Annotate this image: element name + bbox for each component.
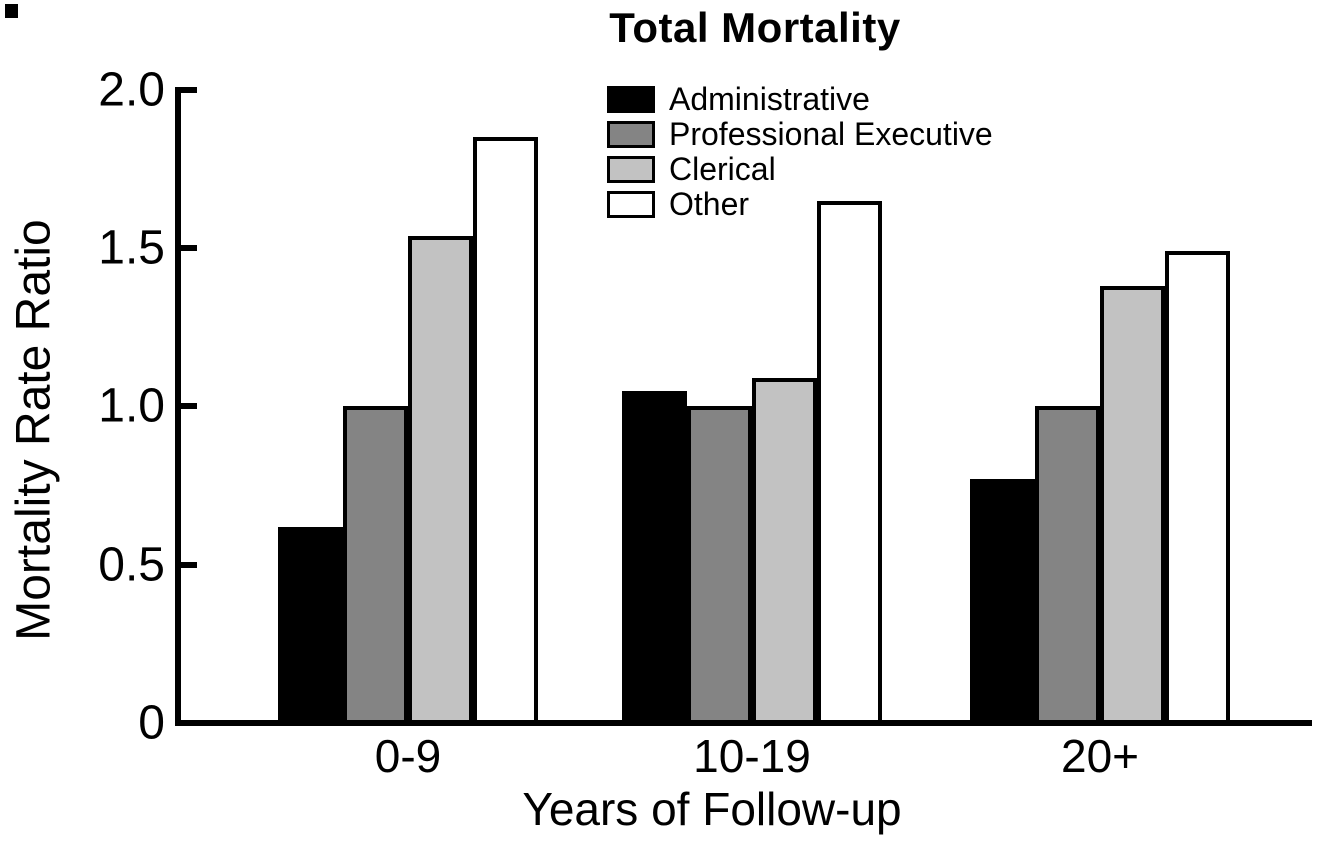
x-axis-line: [175, 720, 1312, 726]
legend-swatch-other: [607, 190, 655, 218]
bar-other-20+: [1165, 251, 1230, 724]
legend-swatch-professional-executive: [607, 120, 655, 148]
y-tick-label: 1.0: [98, 379, 165, 433]
bar-other-10-19: [817, 201, 882, 724]
legend-item: Professional Executive: [607, 115, 993, 152]
bar-clerical-0-9: [408, 236, 473, 724]
legend-item: Clerical: [607, 150, 776, 187]
legend-label: Other: [669, 185, 750, 222]
legend-swatch-administrative: [607, 85, 655, 113]
y-tick-mark: [181, 403, 197, 409]
bar-clerical-20+: [1100, 286, 1165, 724]
y-tick-mark: [181, 562, 197, 568]
x-tick-label-0-9: 0-9: [374, 730, 442, 782]
bar-other-0-9: [473, 137, 538, 724]
y-tick-label: 0.5: [98, 538, 165, 592]
legend-item: Administrative: [607, 80, 870, 117]
y-tick-label: 0: [138, 696, 165, 750]
y-tick-mark: [181, 87, 197, 93]
legend-label: Administrative: [669, 80, 870, 117]
chart-title: Total Mortality: [609, 4, 901, 51]
bar-professional-executive-10-19: [687, 406, 752, 724]
corner-scan-artifact: [5, 4, 18, 18]
legend-item: Other: [607, 185, 750, 222]
x-tick-label-10-19: 10-19: [693, 730, 811, 782]
bar-administrative-10-19: [622, 391, 687, 724]
legend-swatch-clerical: [607, 155, 655, 183]
y-tick-label: 1.5: [98, 221, 165, 275]
y-axis-line: [175, 87, 181, 726]
x-axis-title: Years of Follow-up: [522, 783, 902, 835]
legend-label: Clerical: [669, 150, 776, 187]
bar-professional-executive-20+: [1035, 406, 1100, 724]
bar-administrative-0-9: [278, 527, 343, 724]
y-tick-mark: [181, 245, 197, 251]
x-tick-label-20+: 20+: [1060, 730, 1140, 782]
bar-professional-executive-0-9: [343, 406, 408, 724]
bar-administrative-20+: [970, 479, 1035, 724]
y-tick-label: 2.0: [98, 63, 165, 117]
legend-label: Professional Executive: [669, 115, 993, 152]
bar-clerical-10-19: [752, 378, 817, 724]
